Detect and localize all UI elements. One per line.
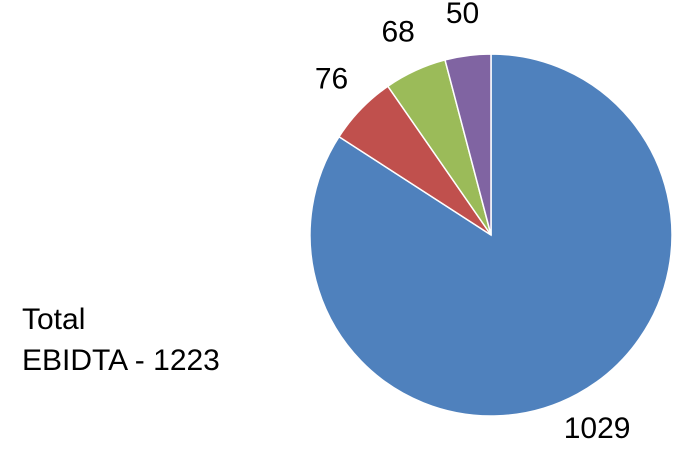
data-label: 1029 (564, 412, 631, 445)
pie-slice (444, 53, 492, 236)
data-label: 76 (315, 62, 348, 95)
annotation: Total (22, 303, 85, 336)
data-label: 50 (446, 0, 479, 30)
data-label: 68 (381, 15, 414, 48)
annotation: EBIDTA - 1223 (22, 344, 220, 377)
